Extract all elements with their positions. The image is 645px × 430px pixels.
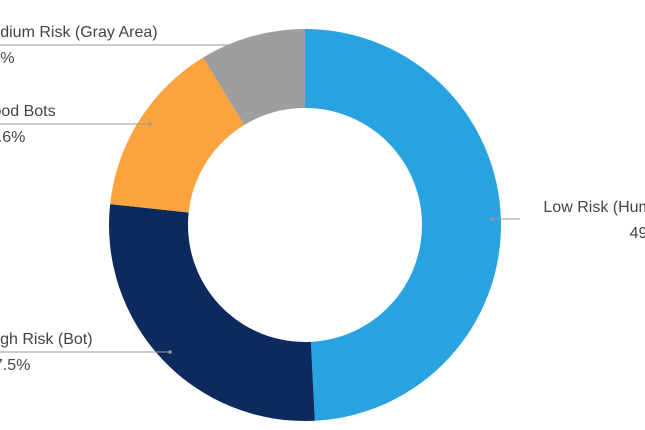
slice-value: 8.7% [0, 50, 14, 67]
slice-label: Low Risk (Human) [543, 199, 645, 216]
slice-value: 27.5% [0, 357, 30, 374]
leader-dot [253, 43, 257, 47]
donut-slice [203, 29, 305, 126]
slice-value: 49.2% [630, 225, 645, 242]
slice-value: 14.6% [0, 129, 25, 146]
slice-label: Good Bots [0, 103, 56, 120]
donut-slice [108, 204, 315, 421]
slice-label: High Risk (Bot) [0, 331, 93, 348]
leader-dot [490, 217, 494, 221]
leader-dot [168, 350, 172, 354]
leader-dot [148, 122, 152, 126]
donut-slice [305, 29, 501, 421]
slice-label: Medium Risk (Gray Area) [0, 24, 158, 41]
donut-slice [110, 57, 245, 213]
